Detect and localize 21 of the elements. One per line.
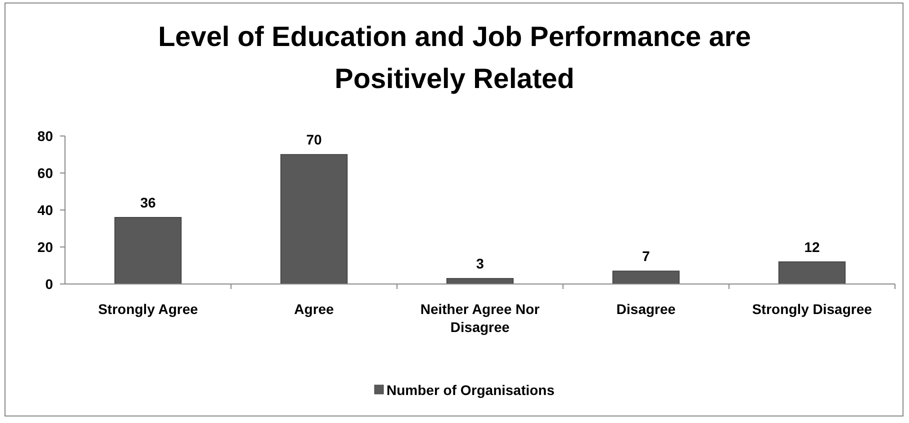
y-tick-label: 80 xyxy=(37,128,54,144)
x-tick-label: Neither Agree Nor Disagree xyxy=(420,301,540,335)
y-tick-label: 60 xyxy=(37,165,54,181)
y-tick-label: 0 xyxy=(45,276,54,292)
bar xyxy=(114,217,182,284)
y-tick-label: 20 xyxy=(37,239,54,255)
data-label: 3 xyxy=(476,255,484,272)
bar xyxy=(778,261,846,284)
y-tick-label: 40 xyxy=(37,202,54,218)
chart-title: Level of Education and Job Performance are Positively Related xyxy=(158,21,751,94)
x-tick-label: Strongly Agree xyxy=(98,301,198,317)
bar xyxy=(280,154,348,284)
x-tick-label: Disagree xyxy=(616,301,676,317)
x-tick-label: Agree xyxy=(294,301,334,317)
data-label: 70 xyxy=(306,132,322,148)
data-label: 36 xyxy=(140,194,156,210)
x-tick-label: Strongly Disagree xyxy=(752,301,872,317)
data-label: 12 xyxy=(804,238,820,255)
bar xyxy=(612,270,680,284)
legend-label: Number of Organisations xyxy=(386,382,555,398)
data-label: 7 xyxy=(642,248,650,264)
